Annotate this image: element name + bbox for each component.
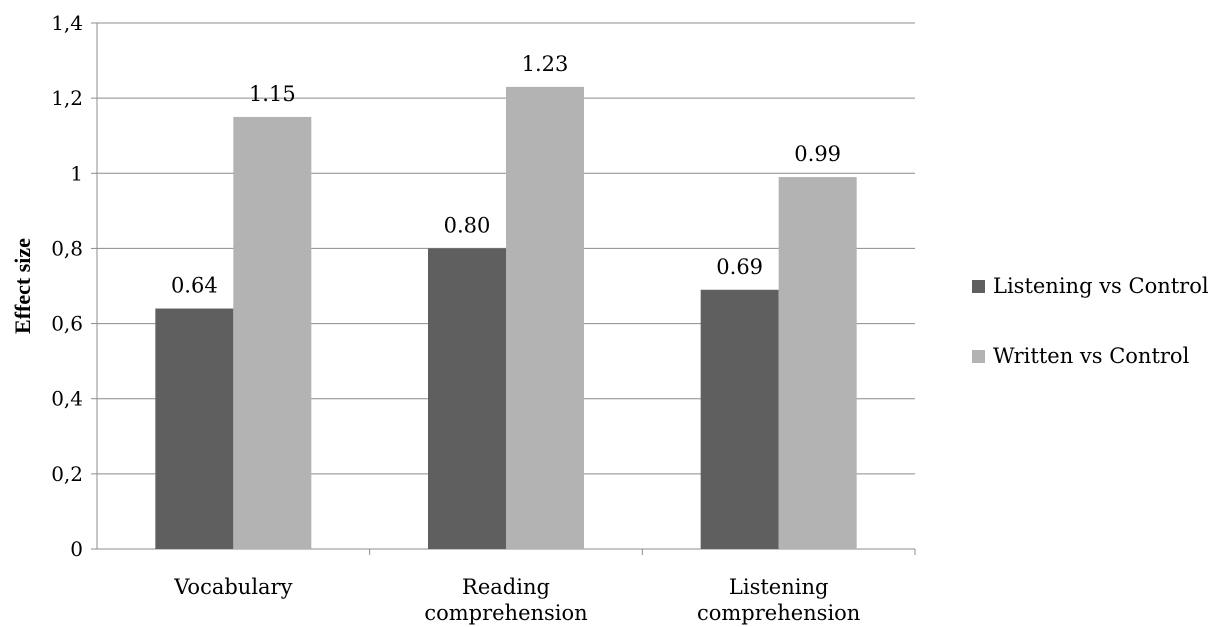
bar (233, 116, 312, 549)
bar (428, 248, 506, 549)
y-tick-label: 0,2 (51, 462, 83, 486)
data-label: 0.80 (444, 213, 491, 237)
data-label: 1.15 (249, 82, 296, 106)
x-category-label: Listening comprehension (697, 575, 860, 625)
bar (155, 308, 234, 549)
bars (155, 86, 857, 550)
legend-label: Listening vs Control (993, 274, 1209, 298)
x-category-label-line: Listening (729, 575, 829, 599)
y-tick-label: 1,2 (51, 86, 83, 110)
data-label: 0.64 (171, 274, 218, 298)
bar (700, 289, 779, 549)
bar (778, 177, 857, 550)
y-tick-label: 0,4 (51, 387, 83, 411)
data-labels: 0.64 1.15 0.80 1.23 0.69 0.99 (171, 52, 841, 298)
y-tick-label: 1 (70, 161, 83, 185)
data-label: 1.23 (522, 52, 569, 76)
bar (506, 86, 584, 549)
y-axis-ticks: 0 0,2 0,4 0,6 0,8 1 1,2 1,4 (51, 11, 97, 561)
y-tick-label: 1,4 (51, 11, 83, 35)
legend-swatch (972, 350, 985, 363)
x-category-label-line: comprehension (424, 601, 587, 625)
y-axis-title: Effect size (10, 238, 35, 334)
y-tick-label: 0 (70, 537, 83, 561)
x-category-label-line: Reading (462, 575, 550, 599)
legend-label: Written vs Control (993, 344, 1190, 368)
x-category-label-line: Vocabulary (173, 575, 292, 599)
data-label: 0.99 (794, 142, 841, 166)
y-tick-label: 0,8 (51, 236, 83, 260)
y-tick-label: 0,6 (51, 312, 83, 336)
x-category-label: Vocabulary (173, 575, 292, 599)
x-category-label-line: comprehension (697, 601, 860, 625)
data-label: 0.69 (716, 255, 763, 279)
x-category-label: Reading comprehension (424, 575, 587, 625)
legend-swatch (972, 280, 985, 293)
legend: Listening vs Control Written vs Control (972, 274, 1209, 368)
